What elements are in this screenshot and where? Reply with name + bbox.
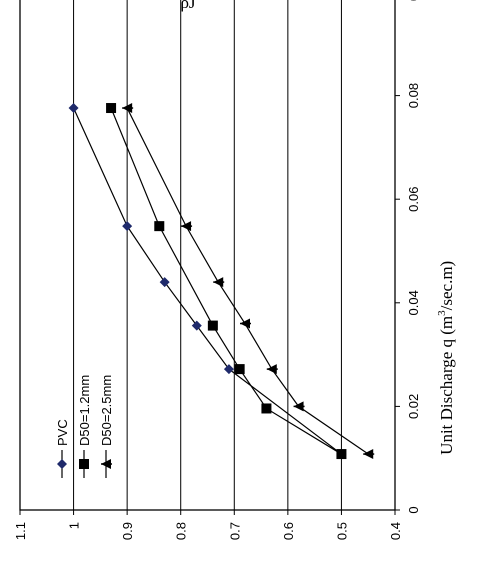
axis-ticks: 0.4 0.5 0.6 0.7 0.8 0.9 1 1.1 0 0.02 0.04 0.06 0.08 0… — [13, 0, 421, 540]
x-axis-title-superscript: 3 — [436, 310, 448, 316]
data-point — [159, 277, 170, 288]
data-point — [68, 103, 79, 114]
data-point — [122, 103, 134, 114]
x-tick-label: 0.08 — [406, 83, 421, 108]
x-tick-label: 0 — [406, 506, 421, 513]
x-tick-label: 0.1 — [406, 0, 421, 1]
data-point — [191, 320, 202, 331]
data-point — [336, 449, 347, 460]
legend-marker — [57, 459, 67, 469]
legend-label: D50=2.5mm — [99, 375, 114, 446]
series-2 — [106, 103, 347, 460]
data-point — [293, 401, 305, 412]
x-axis-title-prefix: Unit Discharge q (m — [437, 316, 456, 455]
series-line — [110, 107, 342, 455]
legend-label: PVC — [55, 419, 70, 446]
data-point — [261, 403, 272, 414]
y-tick-label: 0.8 — [174, 522, 189, 540]
series-3 — [122, 103, 375, 460]
data-point — [363, 449, 375, 460]
y-tick-label: 0.6 — [281, 522, 296, 540]
y-tick-label: 1 — [67, 522, 82, 529]
legend: PVC D50=1.2mm D50=2.5mm — [55, 375, 114, 478]
gridlines — [73, 0, 342, 510]
y-tick-label: 0.7 — [227, 522, 242, 540]
data-point — [266, 364, 278, 375]
x-tick-label: 0.06 — [406, 187, 421, 212]
data-point — [122, 221, 133, 232]
data-point — [234, 364, 245, 375]
y-tick-label: 0.9 — [120, 522, 135, 540]
data-point — [207, 320, 218, 331]
chart-title-partial: ρJ — [180, 0, 195, 12]
y-tick-label: 0.4 — [388, 522, 403, 540]
plot-area-frame — [19, 0, 396, 511]
x-axis-title: Unit Discharge q (m3/sec.m) — [436, 261, 456, 455]
legend-marker — [79, 459, 89, 469]
data-point — [154, 221, 165, 232]
data-point — [106, 103, 117, 114]
data-point — [213, 277, 225, 288]
y-tick-label: 1.1 — [13, 522, 28, 540]
data-point — [240, 318, 251, 329]
legend-marker — [101, 459, 112, 469]
data-point — [223, 364, 234, 375]
y-tick-label: 0.5 — [334, 522, 349, 540]
data-point — [181, 221, 193, 232]
x-tick-label: 0.02 — [406, 394, 421, 419]
series-layer — [68, 103, 375, 460]
x-axis-title-suffix: /sec.m) — [437, 261, 456, 311]
legend-label: D50=1.2mm — [77, 375, 92, 446]
series-line — [73, 107, 342, 455]
x-tick-label: 0.04 — [406, 290, 421, 315]
